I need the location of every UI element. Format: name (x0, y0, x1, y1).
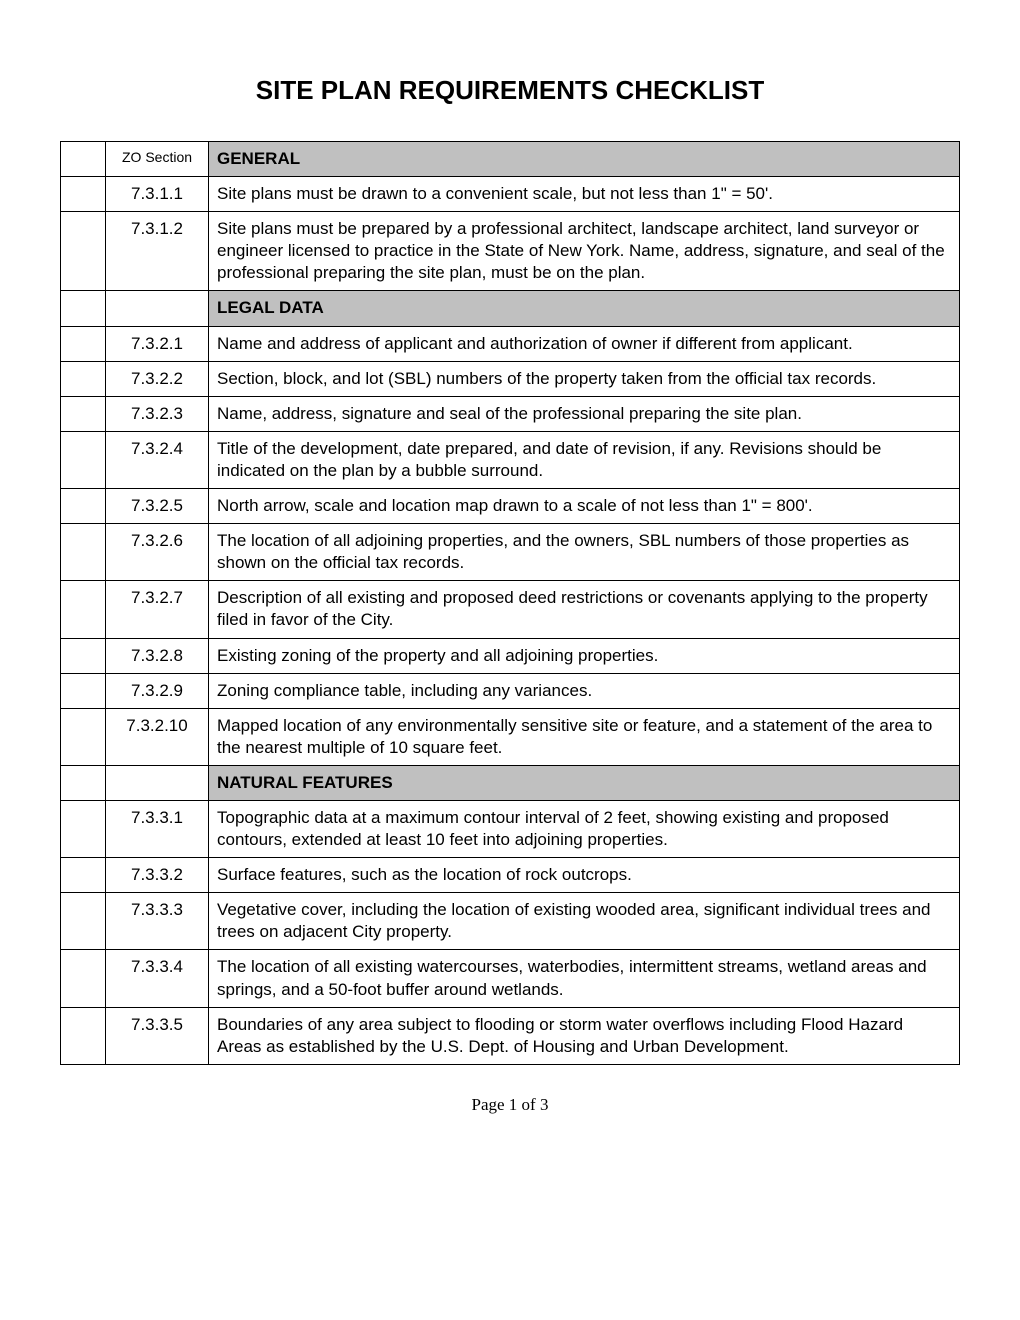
section-number-cell: 7.3.3.2 (106, 858, 209, 893)
description-cell: Zoning compliance table, including any v… (209, 673, 960, 708)
description-cell: Topographic data at a maximum contour in… (209, 800, 960, 857)
checkbox-cell (61, 708, 106, 765)
section-number-cell (106, 765, 209, 800)
table-row: 7.3.2.9Zoning compliance table, includin… (61, 673, 960, 708)
checkbox-cell (61, 177, 106, 212)
checkbox-cell (61, 765, 106, 800)
description-cell: Mapped location of any environmentally s… (209, 708, 960, 765)
table-row: 7.3.2.7Description of all existing and p… (61, 581, 960, 638)
table-row: 7.3.1.1Site plans must be drawn to a con… (61, 177, 960, 212)
table-row: 7.3.2.3Name, address, signature and seal… (61, 396, 960, 431)
section-number-cell: 7.3.2.5 (106, 489, 209, 524)
section-number-cell: 7.3.2.10 (106, 708, 209, 765)
checkbox-cell (61, 489, 106, 524)
checkbox-cell (61, 212, 106, 291)
table-row: 7.3.2.1Name and address of applicant and… (61, 326, 960, 361)
description-cell: Vegetative cover, including the location… (209, 893, 960, 950)
table-row: 7.3.2.5North arrow, scale and location m… (61, 489, 960, 524)
section-heading-label: NATURAL FEATURES (209, 765, 960, 800)
section-number-cell: 7.3.1.1 (106, 177, 209, 212)
section-heading-general: GENERAL (209, 142, 960, 177)
description-cell: Site plans must be prepared by a profess… (209, 212, 960, 291)
description-cell: Name and address of applicant and author… (209, 326, 960, 361)
checkbox-cell (61, 524, 106, 581)
description-cell: North arrow, scale and location map draw… (209, 489, 960, 524)
section-number-cell: 7.3.2.2 (106, 361, 209, 396)
description-cell: Title of the development, date prepared,… (209, 431, 960, 488)
section-heading-row: NATURAL FEATURES (61, 765, 960, 800)
checkbox-cell (61, 431, 106, 488)
checkbox-cell (61, 396, 106, 431)
checkbox-cell (61, 800, 106, 857)
section-number-cell: 7.3.3.1 (106, 800, 209, 857)
description-cell: Site plans must be drawn to a convenient… (209, 177, 960, 212)
description-cell: Existing zoning of the property and all … (209, 638, 960, 673)
checkbox-cell (61, 291, 106, 326)
section-number-cell (106, 291, 209, 326)
table-row: 7.3.3.3Vegetative cover, including the l… (61, 893, 960, 950)
section-number-cell: 7.3.2.3 (106, 396, 209, 431)
section-heading-label: LEGAL DATA (209, 291, 960, 326)
checkbox-cell (61, 1007, 106, 1064)
section-number-cell: 7.3.2.7 (106, 581, 209, 638)
description-cell: Description of all existing and proposed… (209, 581, 960, 638)
checkbox-cell (61, 638, 106, 673)
checkbox-cell (61, 361, 106, 396)
description-cell: Section, block, and lot (SBL) numbers of… (209, 361, 960, 396)
table-row: 7.3.2.6The location of all adjoining pro… (61, 524, 960, 581)
section-number-cell: 7.3.2.9 (106, 673, 209, 708)
description-cell: Boundaries of any area subject to floodi… (209, 1007, 960, 1064)
checkbox-cell (61, 950, 106, 1007)
description-cell: Name, address, signature and seal of the… (209, 396, 960, 431)
checklist-table: ZO SectionGENERAL7.3.1.1Site plans must … (60, 141, 960, 1065)
checkbox-cell (61, 326, 106, 361)
section-number-cell: 7.3.2.1 (106, 326, 209, 361)
page-title: SITE PLAN REQUIREMENTS CHECKLIST (60, 75, 960, 106)
section-number-cell: 7.3.1.2 (106, 212, 209, 291)
checkbox-cell (61, 858, 106, 893)
table-row: 7.3.1.2Site plans must be prepared by a … (61, 212, 960, 291)
section-number-cell: 7.3.3.4 (106, 950, 209, 1007)
table-row: 7.3.2.2Section, block, and lot (SBL) num… (61, 361, 960, 396)
page-footer: Page 1 of 3 (60, 1095, 960, 1115)
table-row: 7.3.3.2Surface features, such as the loc… (61, 858, 960, 893)
table-row: 7.3.3.5Boundaries of any area subject to… (61, 1007, 960, 1064)
table-row: 7.3.3.4The location of all existing wate… (61, 950, 960, 1007)
section-number-cell: 7.3.2.6 (106, 524, 209, 581)
section-heading-row: LEGAL DATA (61, 291, 960, 326)
description-cell: Surface features, such as the location o… (209, 858, 960, 893)
table-row: 7.3.2.4Title of the development, date pr… (61, 431, 960, 488)
table-row: 7.3.2.8Existing zoning of the property a… (61, 638, 960, 673)
checkbox-cell (61, 581, 106, 638)
column-header-section: ZO Section (106, 142, 209, 177)
table-row: 7.3.3.1Topographic data at a maximum con… (61, 800, 960, 857)
section-number-cell: 7.3.3.5 (106, 1007, 209, 1064)
table-row: 7.3.2.10Mapped location of any environme… (61, 708, 960, 765)
description-cell: The location of all existing watercourse… (209, 950, 960, 1007)
checkbox-cell (61, 673, 106, 708)
table-header-row: ZO SectionGENERAL (61, 142, 960, 177)
description-cell: The location of all adjoining properties… (209, 524, 960, 581)
checkbox-cell (61, 142, 106, 177)
section-number-cell: 7.3.2.8 (106, 638, 209, 673)
checkbox-cell (61, 893, 106, 950)
section-number-cell: 7.3.3.3 (106, 893, 209, 950)
section-number-cell: 7.3.2.4 (106, 431, 209, 488)
